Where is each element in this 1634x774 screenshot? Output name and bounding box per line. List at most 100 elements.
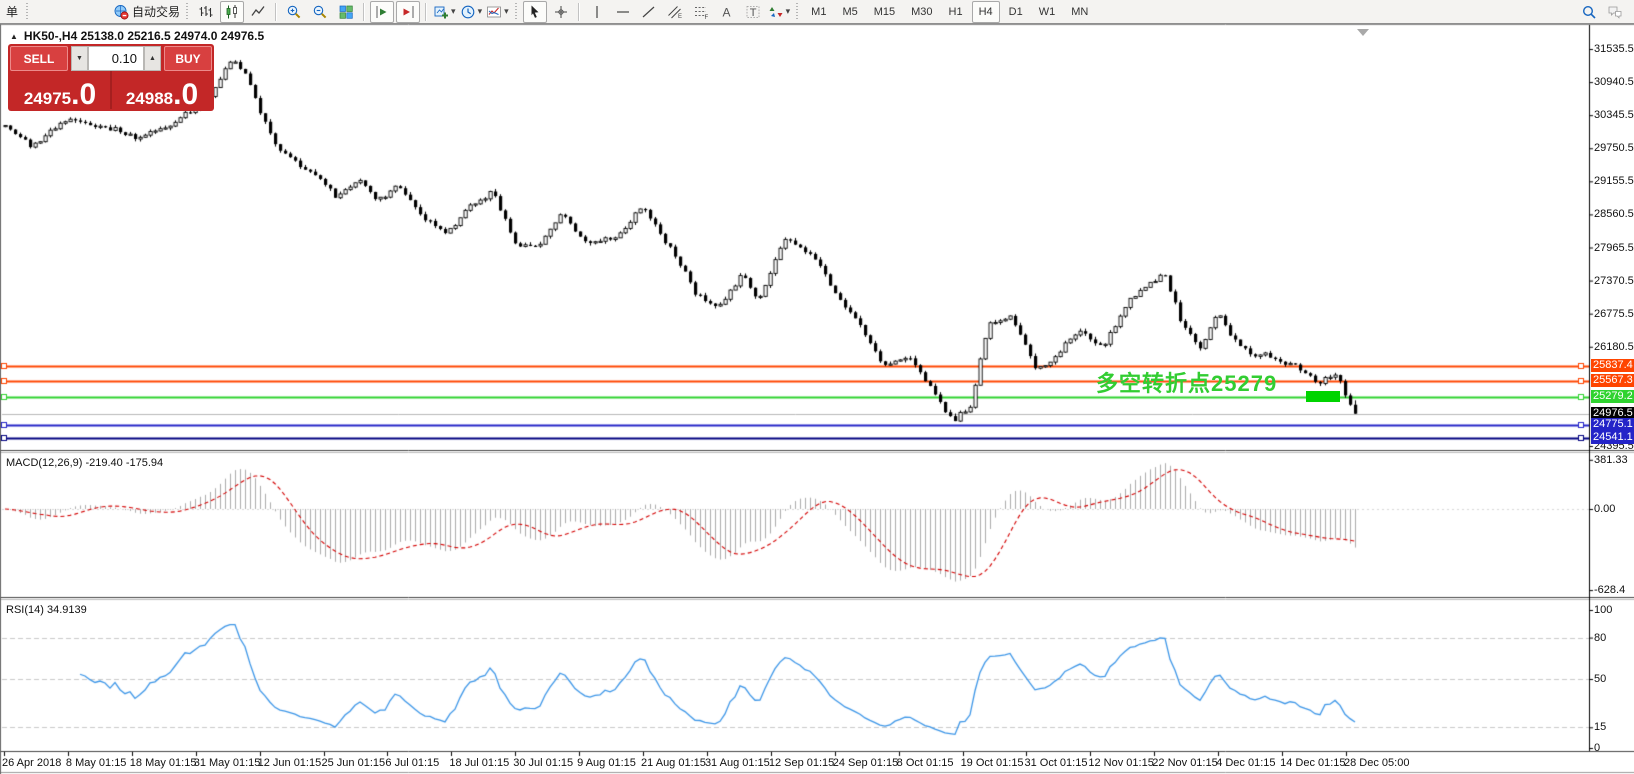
date-tick-label: 21 Aug 01:15 — [641, 757, 706, 769]
timeframe-m15-button[interactable]: M15 — [873, 5, 896, 18]
signals-icon[interactable] — [86, 1, 110, 23]
price-tick-label: 29155.5 — [1594, 175, 1634, 188]
new-chart-button[interactable]: ▾ — [432, 1, 457, 23]
zoom-in-button[interactable] — [282, 1, 306, 23]
autoscroll-button[interactable] — [370, 0, 395, 23]
metaeditor-icon[interactable] — [34, 1, 58, 23]
date-tick-label: 25 Jun 01:15 — [321, 757, 386, 769]
chart-title-text: HK50-,H4 25138.0 25216.5 24974.0 24976.5 — [23, 29, 265, 43]
price-line-label: 24775.1 — [1591, 418, 1634, 432]
chart-shift-marker[interactable] — [1357, 29, 1369, 36]
templates-button[interactable]: ▾ — [485, 1, 510, 23]
text-button[interactable]: A — [715, 1, 739, 23]
date-tick-label: 8 May 01:15 — [65, 757, 127, 769]
toolbar-separator — [577, 2, 580, 21]
svg-text:F: F — [704, 15, 708, 20]
price-line-label: 25279.2 — [1591, 390, 1634, 404]
search-icon[interactable] — [1577, 1, 1601, 23]
timeframe-h1-button[interactable]: H1 — [948, 5, 963, 18]
date-tick-label: 31 Oct 01:15 — [1024, 757, 1088, 769]
date-tick-label: 28 Dec 05:00 — [1344, 757, 1410, 769]
date-tick-label: 6 Jul 01:15 — [385, 757, 440, 769]
date-tick-label: 19 Oct 01:15 — [960, 757, 1024, 769]
timeframe-m1-button[interactable]: M1 — [811, 5, 827, 18]
date-tick-label: 12 Nov 01:15 — [1088, 757, 1154, 769]
highlight-rectangle-object[interactable] — [1306, 391, 1340, 402]
toolbar-grip — [795, 2, 801, 21]
timeframe-h4-button[interactable]: H4 — [971, 0, 1000, 23]
price-line-label: 25837.4 — [1591, 359, 1634, 373]
cursor-button[interactable] — [522, 0, 547, 23]
price-tick-label: 26180.5 — [1594, 340, 1634, 353]
rsi-tick-label: 0 — [1594, 742, 1601, 754]
timeframe-w1-button[interactable]: W1 — [1038, 5, 1056, 18]
main-toolbar: 单自动交易 ▾ ▾ ▾ E F A T ▾ M1 M5 M15 M30 H1 H4 D1 W1 MN — [0, 0, 1634, 24]
timeframe-m5-button[interactable]: M5 — [842, 5, 858, 18]
price-tick-label: 27370.5 — [1594, 274, 1634, 287]
autotrading-button[interactable]: 自动交易 — [112, 1, 181, 23]
timeframe-m30-button[interactable]: M30 — [911, 5, 933, 18]
price-tick-label: 30940.5 — [1594, 76, 1634, 89]
channel-button[interactable]: E — [663, 1, 687, 23]
date-tick-label: 12 Jun 01:15 — [257, 757, 322, 769]
date-tick-label: 18 May 01:15 — [129, 757, 197, 769]
date-tick-label: 26 Apr 2018 — [2, 757, 62, 769]
volume-up-button[interactable]: ▲ — [144, 46, 161, 71]
pivot-annotation-text[interactable]: 多空转折点25279 — [1096, 371, 1278, 396]
price-divider — [110, 71, 112, 109]
crosshair-button[interactable] — [549, 1, 573, 23]
chart-line-button[interactable] — [246, 1, 270, 23]
price-tick-label: 26775.5 — [1594, 307, 1634, 320]
toolbar-grip — [513, 2, 519, 21]
chat-icon[interactable] — [1603, 1, 1627, 23]
date-tick-label: 9 Aug 01:15 — [577, 757, 636, 769]
horizontal-line-button[interactable] — [611, 1, 635, 23]
price-tick-label: 27965.5 — [1594, 241, 1634, 254]
date-tick-label: 22 Nov 01:15 — [1152, 757, 1218, 769]
chart-bars-button[interactable] — [194, 1, 218, 23]
date-tick-label: 12 Sep 01:15 — [768, 757, 835, 769]
macd-tick-label: -628.4 — [1594, 584, 1626, 597]
buy-price[interactable]: 24988 .0 — [125, 77, 199, 111]
community-icon[interactable] — [60, 1, 84, 23]
one-click-trade-panel: SELL ▼ 0.10 ▲ BUY 24975 .0 24988 .0 — [8, 44, 214, 111]
svg-text:T: T — [749, 7, 756, 19]
volume-input[interactable]: 0.10 — [88, 46, 144, 71]
price-tick-label: 28560.5 — [1594, 208, 1634, 221]
svg-text:E: E — [678, 14, 682, 20]
chart-title: ▲ HK50-,H4 25138.0 25216.5 24974.0 24976… — [10, 29, 264, 43]
periods-button[interactable]: ▾ — [459, 1, 484, 23]
price-tick-label: 31535.5 — [1594, 43, 1634, 55]
date-tick-label: 14 Dec 01:15 — [1280, 757, 1346, 769]
zoom-out-button[interactable] — [308, 1, 332, 23]
tile-windows-button[interactable] — [334, 1, 358, 23]
buy-button[interactable]: BUY — [164, 46, 212, 71]
vertical-line-button[interactable] — [585, 1, 609, 23]
volume-stepper: ▼ 0.10 ▲ — [71, 46, 161, 71]
timeframe-d1-button[interactable]: D1 — [1008, 5, 1023, 18]
toolbar-separator — [363, 2, 366, 21]
label-button[interactable]: T — [741, 1, 765, 23]
date-tick-label: 31 Aug 01:15 — [704, 757, 770, 769]
rsi-tick-label: 80 — [1594, 631, 1607, 644]
price-line-label: 25567.3 — [1591, 374, 1634, 388]
date-tick-label: 8 Oct 01:15 — [896, 757, 954, 769]
collapse-arrow-icon[interactable]: ▲ — [10, 31, 18, 41]
new-order-button[interactable]: 单 — [6, 5, 19, 19]
fibonacci-button[interactable]: F — [689, 1, 713, 23]
sell-price[interactable]: 24975 .0 — [23, 77, 97, 111]
trendline-button[interactable] — [637, 1, 661, 23]
timeframe-mn-button[interactable]: MN — [1071, 5, 1089, 18]
sell-button[interactable]: SELL — [10, 46, 68, 71]
volume-down-button[interactable]: ▼ — [71, 46, 88, 71]
toolbar-grip — [25, 2, 31, 21]
rsi-tick-label: 100 — [1594, 604, 1613, 616]
chart-shift-button[interactable] — [396, 0, 421, 23]
rsi-tick-label: 15 — [1594, 721, 1607, 734]
price-line-label: 24541.1 — [1591, 431, 1634, 445]
chart-candles-button[interactable] — [220, 0, 245, 23]
arrows-button[interactable]: ▾ — [767, 1, 792, 23]
toolbar-separator — [425, 2, 428, 21]
